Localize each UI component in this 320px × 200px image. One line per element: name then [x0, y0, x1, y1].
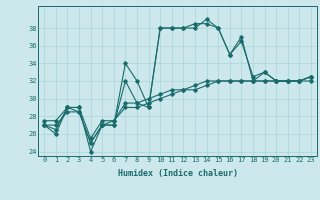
X-axis label: Humidex (Indice chaleur): Humidex (Indice chaleur): [118, 169, 238, 178]
